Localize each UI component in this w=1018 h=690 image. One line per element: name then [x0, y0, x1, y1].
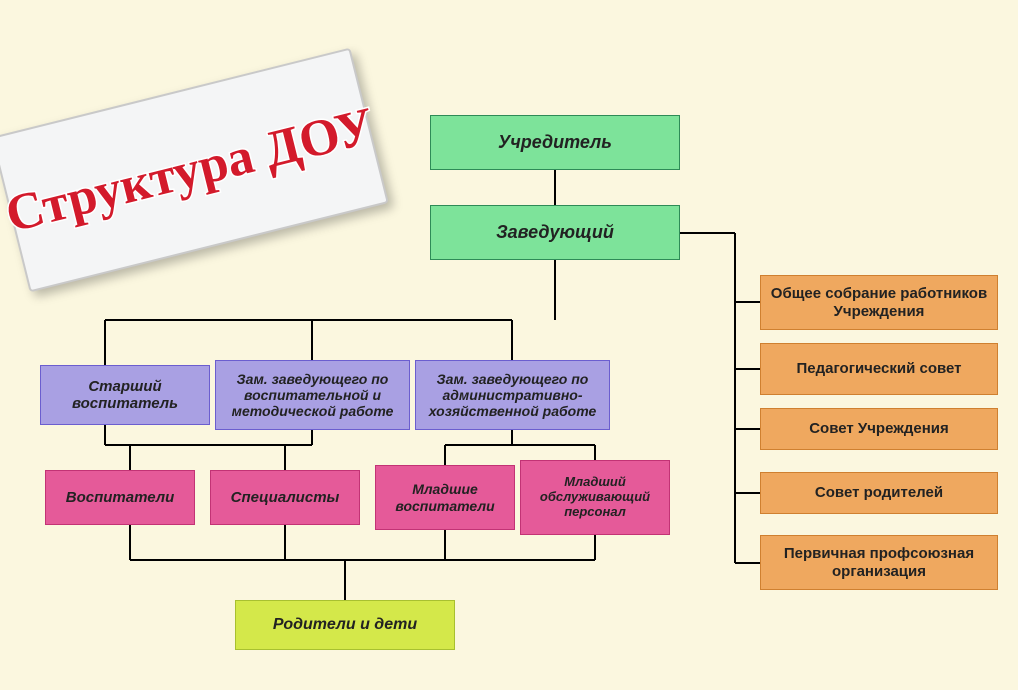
node-founder: Учредитель: [430, 115, 680, 170]
node-junior_serv: Младший обслуживающий персонал: [520, 460, 670, 535]
node-educators: Воспитатели: [45, 470, 195, 525]
node-side3: Совет Учреждения: [760, 408, 998, 450]
node-dep_edu: Зам. заведующего по воспитательной и мет…: [215, 360, 410, 430]
node-side2: Педагогический совет: [760, 343, 998, 395]
node-head: Заведующий: [430, 205, 680, 260]
node-specialists: Специалисты: [210, 470, 360, 525]
node-side1: Общее собрание работников Учреждения: [760, 275, 998, 330]
node-dep_admin: Зам. заведующего по административно-хозя…: [415, 360, 610, 430]
node-side4: Совет родителей: [760, 472, 998, 514]
node-parents: Родители и дети: [235, 600, 455, 650]
node-side5: Первичная профсоюзная организация: [760, 535, 998, 590]
node-junior_edu: Младшие воспитатели: [375, 465, 515, 530]
node-senior: Старший воспитатель: [40, 365, 210, 425]
